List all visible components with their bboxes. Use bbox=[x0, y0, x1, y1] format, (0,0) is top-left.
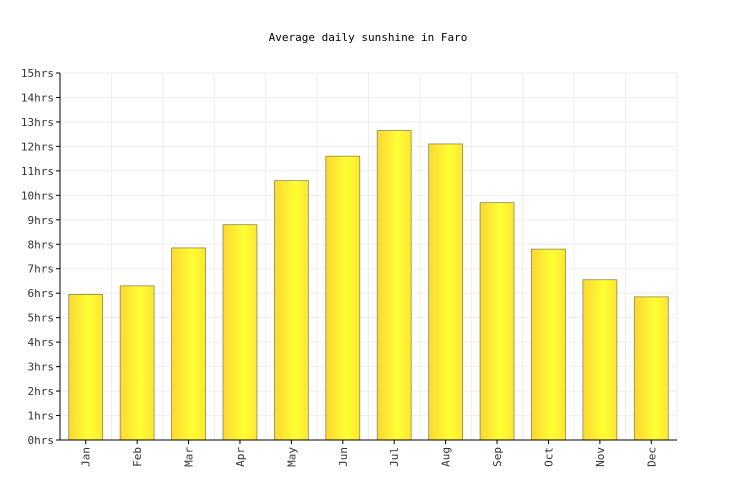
x-tick-label-jan: Jan bbox=[80, 447, 93, 467]
bar-apr bbox=[222, 224, 258, 441]
bar-jan bbox=[68, 294, 104, 441]
x-tick-label-feb: Feb bbox=[131, 447, 144, 467]
x-tick-label-jul: Jul bbox=[388, 447, 401, 467]
x-tick-label-aug: Aug bbox=[440, 447, 453, 467]
bar-dec bbox=[633, 296, 669, 441]
bar-feb bbox=[119, 285, 155, 441]
y-axis-ticks: 0hrs 1hrs 2hrs 3hrs 4hrs 5hrs 6hrs 7hrs 8hrs 9hrs… bbox=[21, 67, 60, 447]
y-tick-label: 13hrs bbox=[21, 116, 54, 129]
y-tick-label: 7hrs bbox=[28, 263, 55, 276]
y-tick-label: 0hrs bbox=[28, 434, 55, 447]
y-tick-label: 11hrs bbox=[21, 165, 54, 178]
y-tick-label: 3hrs bbox=[28, 361, 55, 374]
bar-sep bbox=[479, 202, 515, 441]
chart-title: Average daily sunshine in Faro bbox=[269, 31, 468, 44]
y-tick-label: 15hrs bbox=[21, 67, 54, 80]
y-tick-label: 1hrs bbox=[28, 410, 55, 423]
x-tick-label-mar: Mar bbox=[183, 447, 196, 467]
bar-nov bbox=[582, 279, 618, 441]
bar-mar bbox=[171, 247, 206, 441]
bar-jul bbox=[376, 130, 412, 441]
x-tick-label-apr: Apr bbox=[234, 447, 247, 467]
x-tick-label-dec: Dec bbox=[645, 447, 658, 467]
x-axis-ticks: Jan Feb Mar Apr May Jun Jul Aug Sep Oct Nov Dec bbox=[80, 440, 658, 467]
y-tick-label: 10hrs bbox=[21, 189, 54, 202]
grid-lines bbox=[60, 72, 678, 441]
y-tick-label: 4hrs bbox=[28, 336, 55, 349]
x-tick-label-nov: Nov bbox=[594, 447, 607, 467]
y-tick-label: 8hrs bbox=[28, 238, 55, 251]
x-tick-label-sep: Sep bbox=[491, 447, 504, 467]
x-tick-label-jun: Jun bbox=[337, 447, 350, 467]
bar-aug bbox=[428, 143, 463, 441]
x-tick-label-oct: Oct bbox=[542, 447, 555, 467]
y-tick-label: 6hrs bbox=[28, 287, 55, 300]
y-tick-label: 5hrs bbox=[28, 312, 55, 325]
x-tick-label-may: May bbox=[285, 447, 298, 467]
y-tick-label: 2hrs bbox=[28, 385, 55, 398]
bar-may bbox=[274, 180, 309, 441]
bars bbox=[68, 130, 669, 441]
bar-oct bbox=[531, 248, 566, 441]
y-tick-label: 14hrs bbox=[21, 91, 54, 104]
bar-jun bbox=[325, 155, 361, 441]
y-tick-label: 9hrs bbox=[28, 214, 55, 227]
y-tick-label: 12hrs bbox=[21, 140, 54, 153]
